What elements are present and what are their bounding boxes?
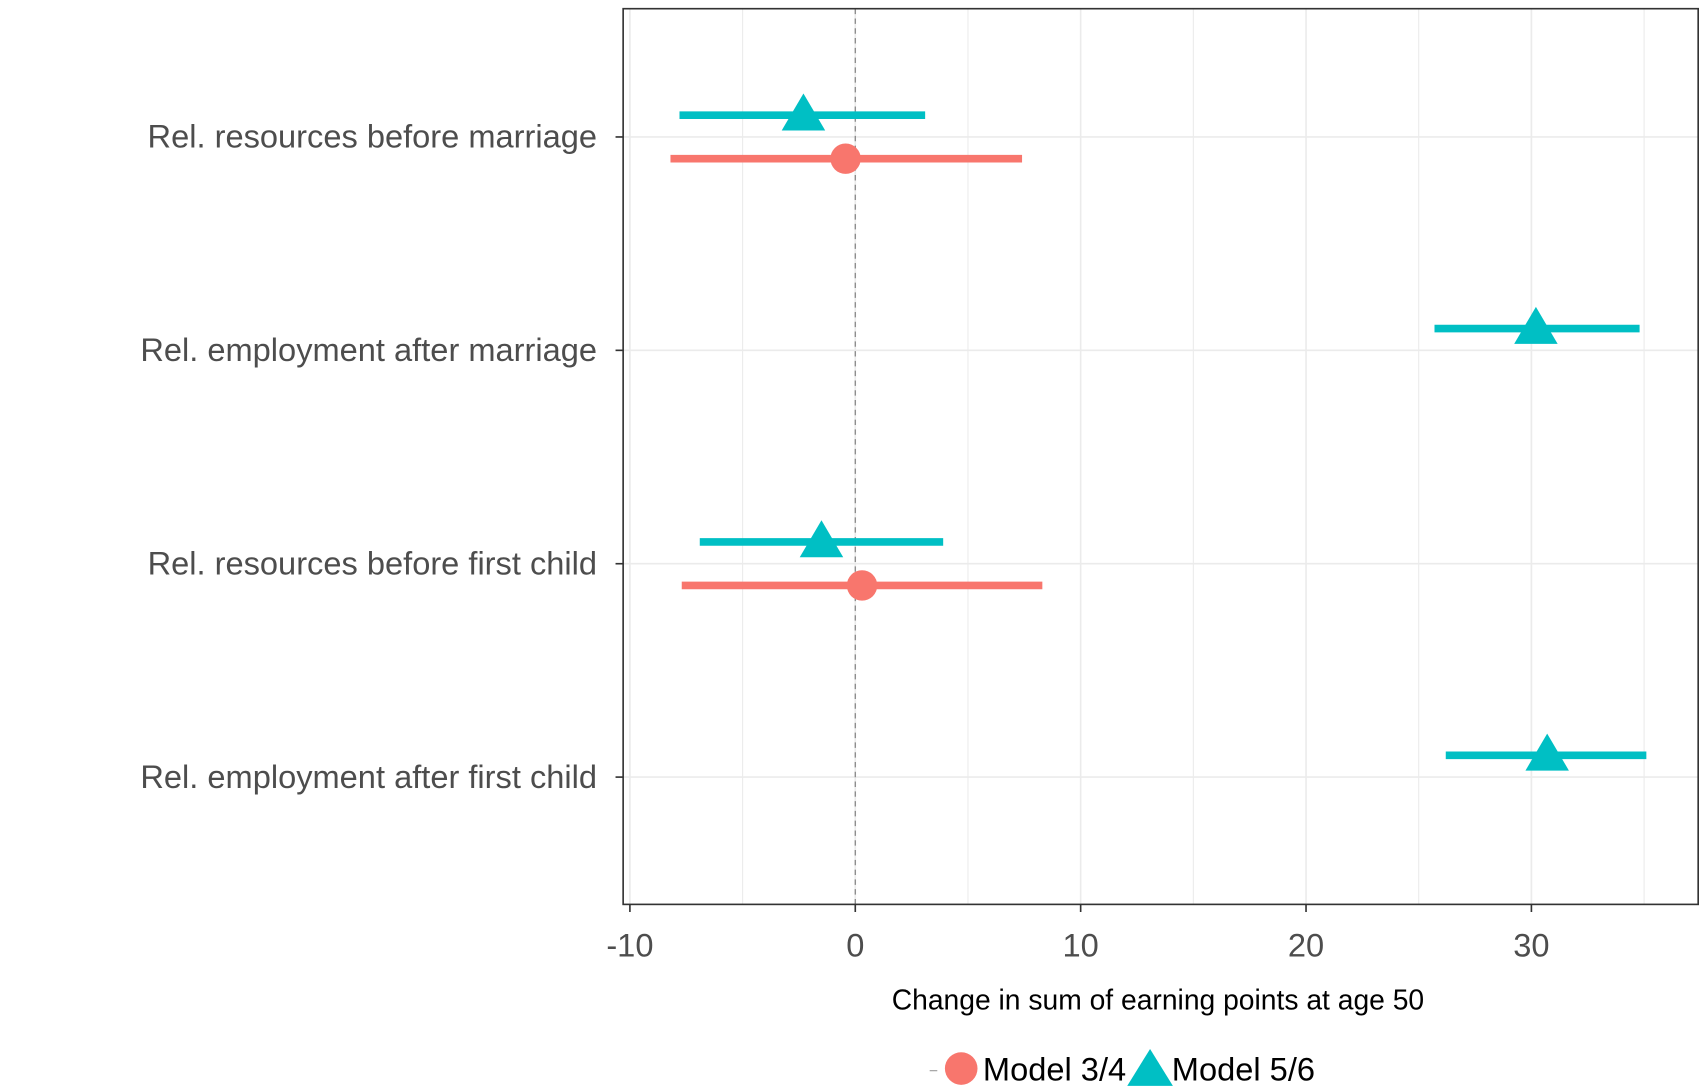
legend-label: Model 5/6 [1172, 1050, 1315, 1087]
point-marker [1525, 733, 1569, 771]
x-tick-label: 0 [846, 926, 864, 963]
point-marker [781, 93, 826, 131]
legend-marker [1127, 1048, 1173, 1086]
y-tick-label: Rel. employment after marriage [140, 331, 597, 368]
x-tick-label: -10 [606, 926, 653, 963]
legend-marker [944, 1052, 978, 1085]
y-tick-label: Rel. resources before marriage [148, 118, 597, 155]
point-marker [1514, 306, 1558, 344]
point-marker [830, 143, 861, 174]
x-tick-label: 10 [1063, 926, 1099, 963]
x-tick-label: 30 [1513, 926, 1549, 963]
point-marker [799, 520, 844, 558]
panel-border [622, 7, 1700, 906]
point-marker [846, 570, 878, 601]
y-tick-label: Rel. employment after first child [140, 758, 597, 795]
y-tick-label: Rel. resources before first child [148, 545, 597, 582]
x-tick-label: 20 [1288, 926, 1324, 963]
legend-label: Model 3/4 [983, 1050, 1126, 1087]
x-axis-title: Change in sum of earning points at age 5… [892, 984, 1424, 1016]
